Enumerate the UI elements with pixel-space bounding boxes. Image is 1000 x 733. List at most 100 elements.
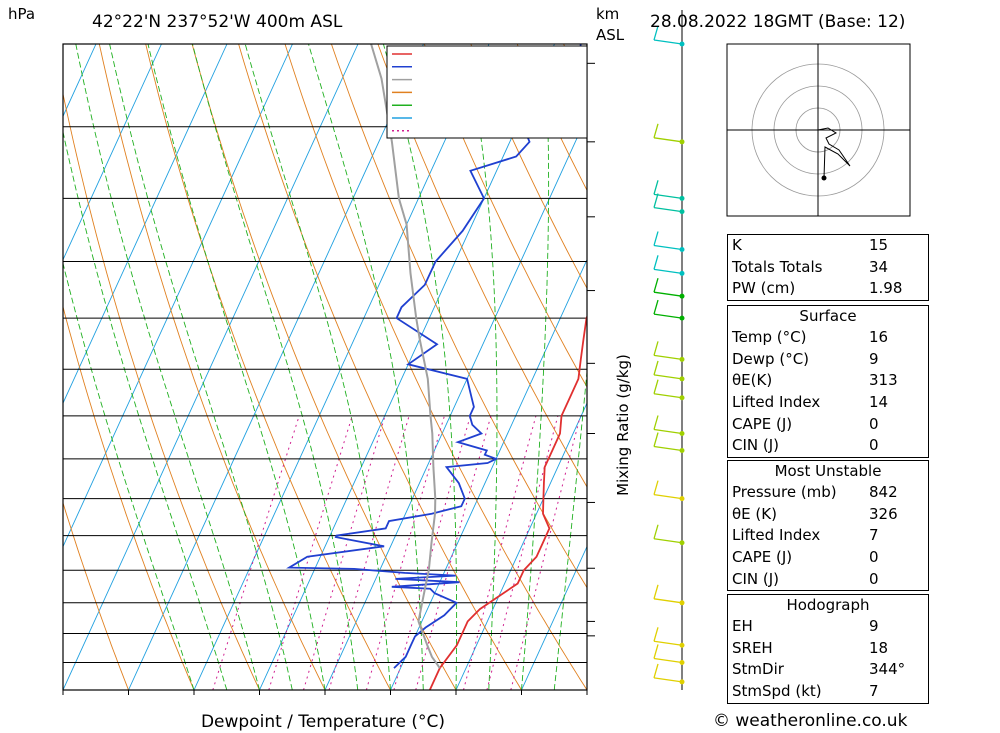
wind-barb-flag: [653, 584, 659, 599]
wind-barb: [653, 193, 683, 200]
wet-adiabat-line: [382, 44, 458, 690]
hodograph-title: Hodograph: [786, 596, 870, 614]
index-row-totals: Totals Totals 34: [728, 257, 928, 279]
wind-barb-flag: [653, 299, 659, 315]
wind-barb: [653, 445, 683, 452]
wind-barb-flag: [653, 663, 659, 679]
wind-barb-dot: [679, 195, 685, 201]
surface-label: Lifted Index: [732, 393, 821, 412]
most-unstable-row: CAPE (J) 0: [728, 547, 928, 569]
dry-adiabat-line: [98, 44, 326, 690]
most-unstable-row: CIN (J) 0: [728, 569, 928, 591]
surface-value: 16: [869, 328, 889, 346]
mixing-ratio-line: [510, 415, 581, 690]
surface-label: θE(K): [732, 371, 773, 390]
most-unstable-row: Lifted Index 7: [728, 525, 928, 547]
dry-adiabat-line: [63, 501, 129, 690]
wind-barb-dot: [679, 41, 685, 47]
wind-barb-dot: [679, 139, 685, 145]
isotherm-line: [63, 44, 359, 690]
surface-value: 313: [869, 371, 898, 390]
wind-barb-dot: [679, 679, 685, 685]
index-value: 15: [869, 236, 889, 254]
dry-adiabat-line: [238, 44, 522, 690]
wet-adiabat-line: [63, 130, 228, 690]
surface-title: Surface: [799, 307, 857, 325]
wind-barb-flag: [653, 231, 659, 246]
most-unstable-label: CIN (J): [732, 569, 780, 588]
wind-barb-flag: [653, 255, 659, 270]
wind-barb: [653, 428, 683, 435]
wind-barb: [653, 538, 683, 544]
hodograph-label: SREH: [732, 638, 773, 657]
x-axis-title: Dewpoint / Temperature (°C): [201, 712, 445, 732]
most-unstable-label: CAPE (J): [732, 548, 793, 567]
surface-row: Temp (°C) 16: [728, 327, 928, 349]
wind-barb-flag: [653, 379, 659, 394]
index-label: PW (cm): [732, 279, 796, 298]
hodograph-value: 7: [869, 682, 879, 701]
wind-profile: [653, 10, 685, 690]
wind-barb-dot: [679, 431, 685, 437]
most-unstable-row: Pressure (mb) 842: [728, 482, 928, 504]
isotherm-line: [63, 44, 162, 261]
most-unstable-value: 842: [869, 483, 898, 501]
surface-value: 14: [869, 393, 889, 412]
mixing-ratio-line: [486, 415, 559, 690]
hodograph-row: SREH 18: [728, 638, 928, 660]
most-unstable-value: 326: [869, 504, 898, 523]
hodograph-table: Hodograph EH 9 SREH 18 StmDir 344° StmSpd (…: [727, 594, 929, 704]
isotherm-line: [63, 44, 293, 548]
parcel-trajectory-line: [370, 44, 441, 669]
surface-label: CIN (J): [732, 436, 780, 455]
wind-barb: [653, 268, 683, 274]
temperature-line: [428, 314, 587, 690]
asl-unit-label: ASL: [596, 26, 625, 44]
wind-barb-dot: [679, 209, 685, 215]
surface-table: Surface Temp (°C) 16 Dewp (°C) 9 θE(K) 313 …: [727, 305, 929, 459]
isotherm-line: [324, 115, 587, 690]
wind-barb: [653, 206, 683, 213]
wet-adiabat-line: [308, 44, 424, 690]
wind-barb: [653, 493, 683, 500]
surface-value: 9: [869, 349, 879, 368]
most-unstable-label: Lifted Index: [732, 526, 821, 545]
wet-adiabat-line: [244, 44, 391, 690]
wind-barb-flag: [653, 180, 659, 195]
index-value: 34: [869, 257, 889, 276]
wind-barb-flag: [653, 360, 659, 376]
surface-row: Lifted Index 14: [728, 392, 928, 414]
wind-barb-flag: [653, 480, 659, 495]
wet-adiabat-line: [521, 44, 550, 690]
legend: [386, 45, 588, 139]
wind-barb-flag: [653, 278, 659, 293]
most-unstable-label: θE (K): [732, 504, 777, 523]
surface-row: CIN (J) 0: [728, 435, 928, 457]
plot-frame: [62, 43, 588, 691]
wind-barb: [653, 393, 683, 399]
wind-barb: [653, 640, 683, 646]
indices-table: K 15 Totals Totals 34 PW (cm) 1.98: [727, 234, 929, 302]
wind-barb-flag: [653, 193, 659, 208]
wind-barb: [653, 354, 683, 361]
most-unstable-table: Most Unstable Pressure (mb) 842 θE (K) 326…: [727, 460, 929, 592]
wind-barb: [653, 291, 683, 297]
wind-barb: [653, 39, 683, 45]
most-unstable-value: 0: [869, 548, 879, 567]
wet-adiabat-line: [109, 44, 293, 690]
location-label: 42°22'N 237°52'W 400m ASL: [92, 12, 343, 32]
most-unstable-value: 0: [869, 569, 879, 588]
isotherm-line: [128, 44, 424, 690]
most-unstable-label: Pressure (mb): [732, 483, 837, 501]
surface-value: 0: [869, 414, 879, 433]
wind-barb-dot: [679, 448, 685, 454]
wind-barb: [653, 313, 683, 319]
datetime-label: 28.08.2022 18GMT (Base: 12): [650, 12, 905, 32]
hodograph-row: EH 9: [728, 616, 928, 638]
wind-barb-dot: [679, 246, 685, 252]
wind-barb: [653, 137, 683, 143]
dry-adiabat-line: [470, 44, 587, 290]
wind-barb-flag: [653, 123, 659, 139]
index-label: K: [732, 236, 742, 254]
mixing-ratio-axis-title: Mixing Ratio (g/kg): [614, 354, 632, 496]
